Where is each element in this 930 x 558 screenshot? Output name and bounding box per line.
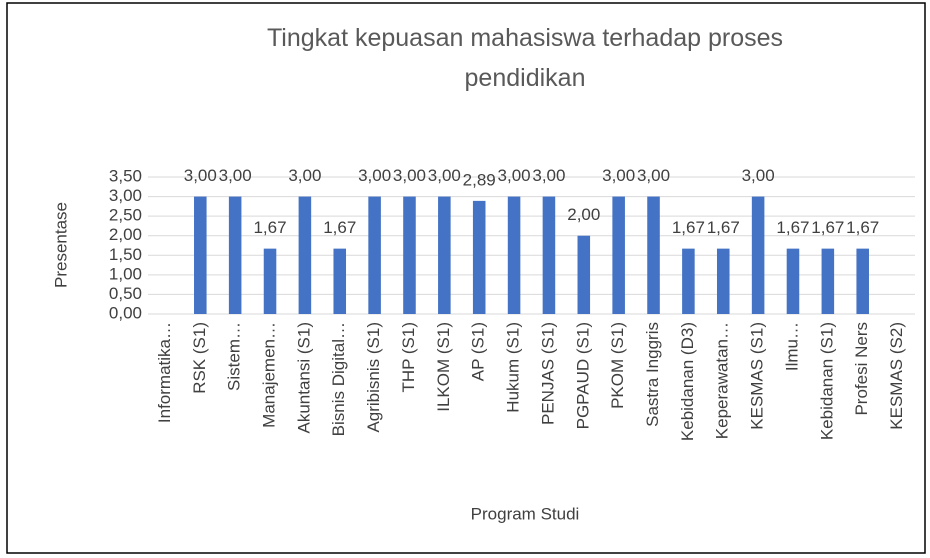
bar	[438, 196, 451, 314]
y-tick-label: 0,50	[109, 284, 142, 303]
x-tick-label: AP (S1)	[469, 322, 488, 381]
x-tick-label: Kebidanan (S1)	[817, 322, 836, 440]
data-label: 1,67	[672, 218, 705, 237]
bar	[368, 196, 381, 314]
data-label: 1,67	[253, 218, 286, 237]
x-tick-label: PKOM (S1)	[608, 322, 627, 409]
x-tick-label: Profesi Ners	[852, 322, 871, 416]
x-tick-label: KESMAS (S2)	[887, 322, 906, 430]
bar	[821, 248, 835, 314]
data-label: 3,00	[393, 166, 426, 185]
x-axis-title: Program Studi	[471, 504, 580, 523]
x-tick-label: Kebidanan (D3)	[678, 322, 697, 441]
bar	[403, 196, 416, 314]
bar	[542, 196, 556, 314]
data-label: 3,00	[184, 166, 217, 185]
bar	[472, 200, 486, 314]
data-label: 2,00	[567, 205, 600, 224]
data-label: 1,67	[811, 218, 844, 237]
data-label: 3,00	[742, 166, 775, 185]
bar	[263, 248, 277, 314]
bar	[577, 235, 591, 314]
bar	[228, 196, 242, 314]
y-tick-label: 1,50	[109, 245, 142, 264]
y-tick-label: 1,00	[109, 264, 142, 283]
y-tick-label: 3,50	[109, 166, 142, 185]
bar	[298, 196, 312, 314]
data-label: 3,00	[532, 166, 565, 185]
x-tick-label: Bisnis Digital…	[329, 322, 348, 436]
x-tick-label: KESMAS (S1)	[748, 322, 767, 430]
bar	[856, 248, 869, 314]
bar	[786, 248, 800, 314]
bar	[612, 196, 625, 314]
data-label: 1,67	[776, 218, 809, 237]
x-tick-label: RSK (S1)	[190, 322, 209, 394]
x-tick-label: THP (S1)	[399, 322, 418, 393]
data-label: 3,00	[358, 166, 391, 185]
x-tick-label: Sistem…	[225, 322, 244, 391]
x-tick-label: PENJAS (S1)	[538, 322, 557, 425]
x-tick-label: Ilmu…	[782, 322, 801, 371]
data-label: 3,00	[637, 166, 670, 185]
bar	[716, 248, 730, 314]
x-tick-label: PGPAUD (S1)	[573, 322, 592, 429]
x-tick-label: Hukum (S1)	[504, 322, 523, 413]
x-tick-label: ILKOM (S1)	[434, 322, 453, 412]
x-tick-label: Sastra Inggris	[643, 322, 662, 427]
bar	[507, 196, 521, 314]
bar	[194, 196, 207, 314]
bar	[333, 248, 347, 314]
data-label: 3,00	[602, 166, 635, 185]
x-tick-label: Manajemen…	[260, 322, 279, 428]
x-tick-label: Agribisnis (S1)	[364, 322, 383, 433]
x-tick-label: Informatika…	[155, 322, 174, 423]
data-label: 3,00	[428, 166, 461, 185]
bar	[751, 196, 765, 314]
chart-title: Tingkat kepuasan mahasiswa terhadap pros…	[266, 24, 784, 92]
y-tick-label: 2,00	[109, 225, 142, 244]
data-label: 1,67	[707, 218, 740, 237]
data-label: 3,00	[219, 166, 252, 185]
x-tick-label: Akuntansi (S1)	[294, 322, 313, 434]
data-label: 2,89	[463, 170, 496, 189]
data-label: 1,67	[323, 218, 356, 237]
y-tick-label: 2,50	[109, 206, 142, 225]
y-tick-label: 3,00	[109, 186, 142, 205]
data-label: 1,67	[846, 218, 879, 237]
bar	[647, 196, 660, 314]
data-label: 3,00	[288, 166, 321, 185]
bar	[682, 248, 695, 314]
data-label: 3,00	[498, 166, 531, 185]
chart-border	[6, 2, 926, 554]
x-tick-label: Keperawatan…	[713, 322, 732, 439]
y-tick-label: 0,00	[109, 303, 142, 322]
y-axis-title: Presentase	[51, 202, 70, 288]
